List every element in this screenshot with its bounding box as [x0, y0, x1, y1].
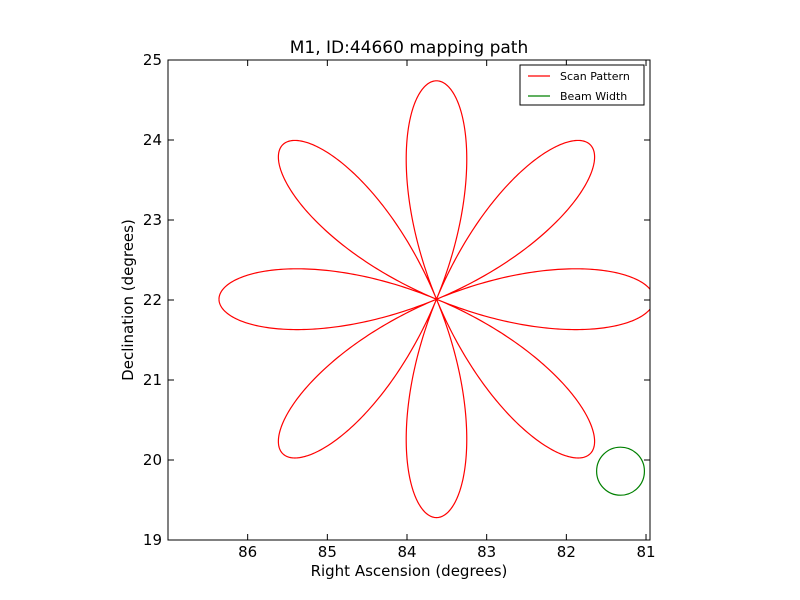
beam-width-circle — [596, 446, 646, 496]
legend-label-beam-width: Beam Width — [560, 90, 627, 103]
scan-pattern-line — [218, 80, 650, 519]
y-tick-label: 23 — [143, 211, 162, 229]
chart-title: M1, ID:44660 mapping path — [290, 38, 529, 58]
y-tick-label: 25 — [143, 51, 162, 69]
legend-box — [519, 64, 645, 106]
y-tick-label: 22 — [143, 291, 162, 309]
axis-ticks: 86 85 84 83 82 81 19 20 21 22 23 24 25 — [143, 51, 656, 561]
legend-label-scan-pattern: Scan Pattern — [560, 70, 630, 83]
x-tick-label: 84 — [397, 543, 416, 561]
series-layer — [218, 80, 650, 519]
plot-area — [168, 60, 650, 540]
x-tick-label: 85 — [318, 543, 337, 561]
y-tick-label: 21 — [143, 371, 162, 389]
x-axis-label: Right Ascension (degrees) — [311, 562, 508, 580]
plot-frame — [167, 59, 651, 541]
y-tick-label: 20 — [143, 451, 162, 469]
x-tick-label: 83 — [477, 543, 496, 561]
legend: Scan Pattern Beam Width — [519, 64, 645, 106]
x-tick-label: 82 — [557, 543, 576, 561]
y-tick-label: 24 — [143, 131, 162, 149]
y-axis-label: Declination (degrees) — [119, 219, 137, 381]
x-tick-label: 81 — [636, 543, 655, 561]
x-tick-label: 86 — [238, 543, 257, 561]
y-tick-label: 19 — [143, 531, 162, 549]
